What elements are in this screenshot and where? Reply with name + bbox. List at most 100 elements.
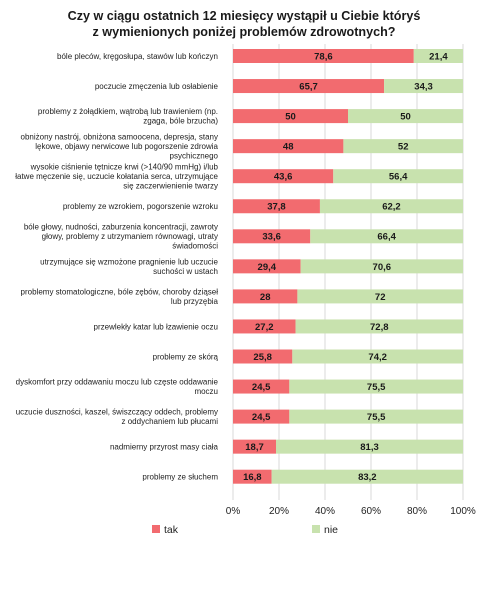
category-label: problemy ze wzrokiem, pogorszenie wzroku: [63, 202, 218, 211]
bar-tak-6: [233, 229, 311, 244]
value-label-tak: 37,8: [267, 202, 286, 213]
x-tick-label: 80%: [407, 506, 427, 517]
legend: tak nie: [152, 524, 338, 536]
bar-nie-6: [310, 229, 463, 244]
category-label-line: uczucie duszności, kaszel, świszczący od…: [16, 408, 218, 417]
category-label-line: problemy ze słuchem: [142, 473, 218, 482]
value-label-tak: 16,8: [243, 472, 262, 483]
bar-nie-14: [271, 469, 463, 484]
chart-title-line-1: Czy w ciągu ostatnich 12 miesięcy wystąp…: [67, 9, 421, 23]
bar-tak-11: [233, 379, 290, 394]
legend-label: nie: [324, 524, 338, 536]
value-label-tak: 18,7: [245, 442, 264, 453]
value-label-nie: 70,6: [373, 262, 392, 273]
chart-title-line-2: z wymienionych poniżej problemów zdrowot…: [92, 25, 396, 39]
value-label-tak: 65,7: [299, 81, 318, 92]
category-label-line: bóle głowy, nudności, zaburzenia koncent…: [24, 223, 218, 232]
category-label: bóle pleców, kręgosłupa, stawów lub końc…: [57, 52, 218, 61]
bar-nie-5: [319, 199, 463, 214]
category-label: dyskomfort przy oddawaniu moczu lub częs…: [16, 378, 219, 397]
bar-tak-8: [233, 289, 298, 304]
category-label-line: lub przyzębia: [171, 297, 219, 306]
category-label-line: problemy ze skórą: [153, 352, 219, 361]
value-label-nie: 81,3: [360, 442, 379, 453]
value-label-nie: 75,5: [367, 412, 386, 423]
category-label: obniżony nastrój, obniżona samoocena, de…: [21, 132, 219, 160]
value-label-nie: 52: [398, 142, 409, 153]
bar-nie-3: [343, 139, 463, 154]
chart-title: Czy w ciągu ostatnich 12 miesięcy wystąp…: [0, 8, 488, 40]
bar-tak-0: [233, 49, 414, 63]
category-label-line: wysokie ciśnienie tętnicze krwi (>140/90…: [30, 162, 219, 171]
category-label-line: lękowe, objawy nerwicowe lub pogorszenie…: [35, 142, 218, 151]
x-tick-label: 0%: [226, 506, 241, 517]
category-label-line: dyskomfort przy oddawaniu moczu lub częs…: [16, 378, 219, 387]
category-label-line: problemy stomatologiczne, bóle zębów, ch…: [21, 287, 219, 296]
value-label-tak: 29,4: [258, 262, 277, 273]
category-label-line: problemy ze wzrokiem, pogorszenie wzroku: [63, 202, 218, 211]
category-label-line: obniżony nastrój, obniżona samoocena, de…: [21, 132, 218, 141]
value-label-tak: 43,6: [274, 172, 293, 183]
x-tick-label: 20%: [269, 506, 289, 517]
value-label-tak: 33,6: [262, 232, 281, 243]
bar-nie-9: [295, 319, 463, 334]
value-label-nie: 83,2: [358, 472, 377, 483]
x-tick-label: 100%: [450, 506, 476, 517]
category-label: uczucie duszności, kaszel, świszczący od…: [16, 408, 219, 427]
category-label-line: moczu: [194, 387, 218, 396]
legend-label: tak: [164, 524, 179, 536]
value-label-tak: 24,5: [252, 382, 271, 393]
x-axis-ticks: 0% 20% 40% 60% 80% 100%: [226, 506, 476, 517]
bars: [233, 49, 463, 484]
value-label-nie: 50: [400, 112, 411, 123]
bar-nie-8: [297, 289, 463, 304]
bar-tak-2: [233, 109, 348, 124]
category-label-line: suchości w ustach: [153, 267, 218, 276]
value-label-nie: 72: [375, 292, 386, 303]
category-label: przewlekły katar lub łzawienie oczu: [94, 322, 219, 331]
category-label-line: nadmierny przyrost masy ciała: [110, 442, 219, 451]
bar-nie-10: [292, 349, 463, 364]
bar-nie-7: [300, 259, 463, 274]
category-label-line: psychicznego: [170, 152, 219, 161]
bar-tak-7: [233, 259, 301, 274]
value-label-tak: 28: [260, 292, 271, 303]
value-label-tak: 27,2: [255, 322, 274, 333]
x-tick-label: 40%: [315, 506, 335, 517]
bar-nie-11: [289, 379, 463, 394]
value-label-nie: 75,5: [367, 382, 386, 393]
category-label-line: łatwe męczenie się, uczucie kołatania se…: [15, 172, 218, 181]
category-label: nadmierny przyrost masy ciała: [110, 442, 219, 451]
value-label-nie: 62,2: [382, 202, 401, 213]
value-label-tak: 78,6: [314, 51, 333, 62]
category-label: problemy z żołądkiem, wątrobą lub trawie…: [38, 107, 218, 126]
bar-tak-3: [233, 139, 344, 154]
category-label-line: zgaga, bóle brzucha): [143, 117, 218, 126]
x-tick-label: 60%: [361, 506, 381, 517]
category-label: problemy ze słuchem: [142, 473, 218, 482]
category-label-line: utrzymujące się wzmożone pragnienie lub …: [40, 257, 218, 266]
category-label-line: poczucie zmęczenia lub osłabienie: [95, 82, 219, 91]
bar-tak-9: [233, 319, 296, 334]
bar-tak-1: [233, 79, 385, 94]
category-label: wysokie ciśnienie tętnicze krwi (>140/90…: [15, 162, 218, 190]
category-label: utrzymujące się wzmożone pragnienie lub …: [40, 257, 218, 276]
bar-nie-1: [384, 79, 463, 94]
value-label-nie: 34,3: [414, 81, 433, 92]
value-labels: 78,6 21,4 65,7 34,3 50 50 48 52 43,6 56,4 37,8 62,2…: [243, 51, 448, 483]
category-label-line: świadomości: [172, 242, 218, 251]
value-label-tak: 50: [285, 112, 296, 123]
bar-tak-13: [233, 439, 277, 454]
bar-tak-12: [233, 409, 290, 424]
category-label-line: się zaczerwienienie twarzy: [123, 182, 218, 191]
legend-swatch-nie: [312, 525, 320, 533]
category-label-line: bóle pleców, kręgosłupa, stawów lub końc…: [57, 52, 218, 61]
bar-tak-4: [233, 169, 334, 184]
category-labels: bóle pleców, kręgosłupa, stawów lub końc…: [15, 52, 218, 482]
bar-nie-0: [413, 49, 463, 63]
legend-swatch-tak: [152, 525, 160, 533]
category-label-line: głowy, problemy z utrzymaniem równowagi,…: [42, 232, 218, 241]
category-label: problemy ze skórą: [153, 352, 219, 361]
bar-nie-2: [348, 109, 463, 124]
